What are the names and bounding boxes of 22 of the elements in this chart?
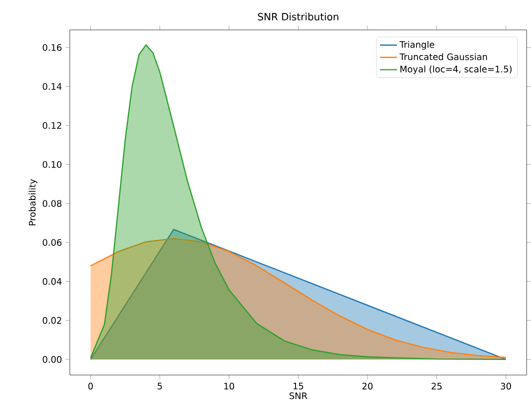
y-tick-label: 0.06 — [42, 239, 62, 246]
y-tick-label: 0.10 — [42, 161, 62, 168]
y-tick-label: 0.14 — [42, 83, 62, 90]
legend-label: Triangle — [400, 41, 434, 50]
x-tick-label: 20 — [362, 382, 373, 390]
y-axis-title: Probability — [28, 179, 38, 226]
x-tick-label: 0 — [88, 382, 93, 390]
legend-label: Moyal (loc=4, scale=1.5) — [400, 66, 512, 74]
chart-title: SNR Distribution — [258, 12, 338, 20]
y-tick-label: 0.12 — [42, 122, 62, 129]
y-tick-label: 0.04 — [42, 278, 62, 285]
y-tick-label: 0.00 — [42, 356, 62, 363]
y-tick-label: 0.02 — [42, 317, 62, 324]
legend-label: Truncated Gaussian — [400, 53, 487, 60]
x-tick-label: 5 — [158, 382, 162, 390]
x-tick-label: 30 — [500, 382, 511, 390]
x-tick-label: 10 — [224, 382, 234, 390]
y-tick-label: 0.16 — [42, 44, 62, 51]
x-tick-label: 15 — [294, 382, 304, 390]
x-tick-label: 25 — [432, 382, 442, 390]
y-tick-label: 0.08 — [42, 200, 62, 207]
x-axis-title: SNR — [290, 392, 308, 400]
